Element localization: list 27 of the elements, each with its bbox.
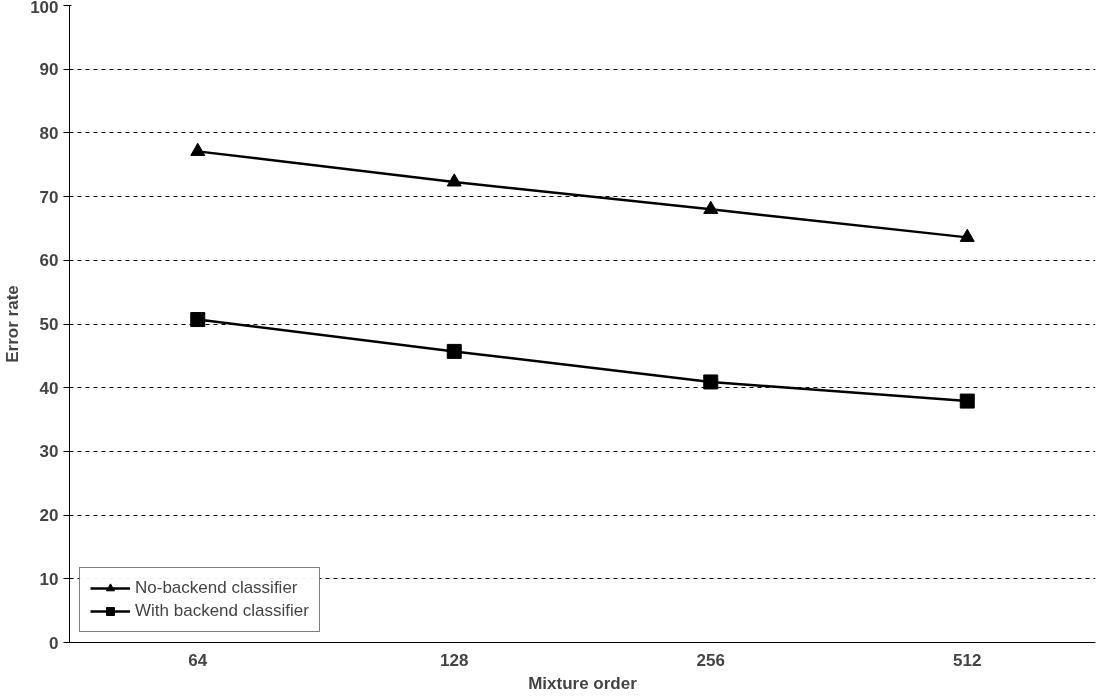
y-tick-label: 20 [39, 506, 59, 526]
point [703, 200, 719, 214]
x-tick-label: 512 [953, 650, 982, 670]
point [959, 393, 975, 409]
point [703, 374, 719, 390]
point [190, 142, 206, 156]
y-tick-label: 0 [49, 633, 59, 653]
y-tick-label: 80 [39, 123, 59, 143]
point [190, 312, 206, 328]
y-tick-label: 100 [30, 0, 59, 17]
point [446, 173, 462, 187]
y-tick-label: 70 [39, 187, 59, 207]
y-tick-label: 40 [39, 378, 59, 398]
point [959, 228, 975, 242]
x-axis-title: Mixture order [528, 673, 638, 693]
point [446, 343, 462, 359]
y-tick-label: 10 [39, 569, 59, 589]
y-tick-label: 90 [39, 60, 59, 80]
x-tick-label: 64 [188, 650, 208, 670]
legend-label: No-backend classifier [135, 578, 298, 598]
y-tick-label: 50 [39, 315, 59, 334]
y-axis-title: Error rate [3, 285, 23, 363]
x-tick-label: 128 [440, 650, 469, 670]
legend-label: With backend classifier [135, 601, 309, 621]
y-tick-label: 60 [39, 251, 59, 271]
y-tick-label: 30 [39, 442, 59, 462]
x-tick-label: 256 [696, 650, 725, 670]
